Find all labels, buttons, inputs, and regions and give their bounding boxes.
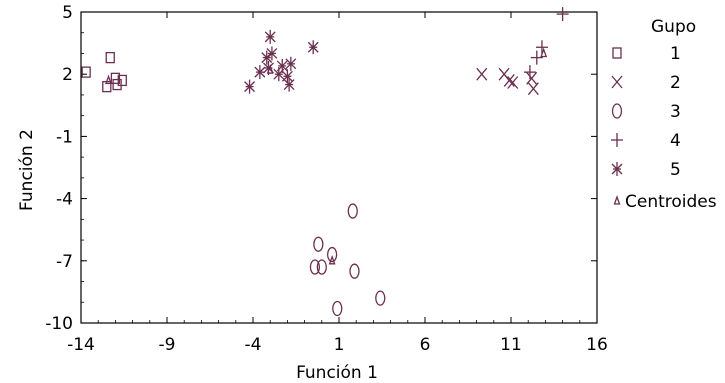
y-tick-label: -10 — [45, 314, 73, 334]
series-2 — [476, 67, 539, 96]
data-point-asterisk — [285, 56, 297, 71]
data-point-plus — [556, 7, 569, 22]
data-point-x — [527, 82, 539, 96]
series-4 — [523, 7, 569, 80]
data-point-asterisk — [307, 40, 319, 55]
legend-label: 1 — [670, 44, 681, 64]
y-tick-label: 2 — [62, 65, 73, 85]
data-point-plus — [535, 40, 548, 55]
data-point-ellipse — [349, 263, 360, 279]
legend-marker — [611, 133, 623, 147]
x-tick-label: -4 — [245, 335, 262, 355]
data-point-x — [503, 74, 515, 87]
legend-label: 2 — [670, 73, 681, 93]
data-point-ellipse — [313, 236, 324, 252]
legend-entry: 1 — [612, 44, 681, 64]
data-point-triangle — [328, 254, 336, 265]
data-point-x — [507, 76, 519, 89]
data-point-ellipse — [309, 259, 321, 275]
data-point-ellipse — [332, 300, 343, 317]
data-point-triangle — [540, 47, 548, 58]
legend-marker — [612, 47, 622, 59]
series-5 — [244, 29, 319, 94]
data-point-asterisk — [281, 69, 293, 84]
y-tick-label: -1 — [56, 127, 73, 147]
legend-marker — [611, 162, 623, 176]
data-point-square — [117, 74, 127, 87]
x-tick-label: -9 — [159, 335, 176, 355]
data-point-x — [476, 67, 488, 81]
data-point-triangle — [266, 64, 274, 74]
data-point-plus — [523, 65, 536, 80]
data-point-square — [81, 66, 91, 78]
plot-border — [80, 11, 598, 324]
y-axis: 5 2 -1 -4 -7 -10 — [45, 3, 597, 334]
data-point-square — [110, 72, 121, 84]
data-point-plus — [530, 50, 543, 65]
legend-label: 5 — [670, 160, 681, 180]
series-3 — [309, 203, 386, 317]
legend-label: Centroides — [625, 192, 717, 212]
data-point-asterisk — [244, 79, 256, 94]
data-point-square — [112, 78, 122, 91]
plot-frame — [80, 11, 598, 324]
legend-entry: 5 — [611, 160, 681, 180]
legend-title: Gupo — [651, 17, 696, 37]
x-tick-label: 1 — [334, 335, 345, 355]
x-tick-label: 11 — [500, 335, 522, 355]
y-tick-label: -7 — [56, 252, 73, 272]
data-point-ellipse — [347, 203, 358, 219]
legend-marker — [611, 75, 623, 89]
legend: Gupo 1 2 3 4 5 Centroides — [611, 17, 717, 212]
x-tick-label: 6 — [420, 335, 431, 355]
x-tick-label: 16 — [586, 335, 608, 355]
legend-marker — [613, 195, 621, 205]
data-point-asterisk — [283, 77, 295, 92]
legend-label: 3 — [670, 102, 681, 122]
x-tick-label: -14 — [67, 335, 95, 355]
data-point-asterisk — [254, 65, 266, 80]
legend-entry: 2 — [611, 73, 681, 93]
x-axis-title: Función 1 — [296, 363, 378, 383]
y-axis-title: Función 2 — [17, 129, 37, 211]
legend-entry: 3 — [611, 102, 681, 122]
series-centroides — [105, 47, 548, 265]
data-point-asterisk — [266, 46, 278, 61]
y-tick-label: -4 — [56, 190, 73, 210]
data-point-asterisk — [261, 50, 273, 65]
legend-marker — [611, 103, 623, 119]
data-point-ellipse — [326, 246, 338, 263]
legend-entry: Centroides — [613, 192, 717, 212]
data-point-asterisk — [264, 29, 276, 44]
series-1 — [81, 51, 127, 93]
data-points — [81, 7, 569, 317]
data-point-x — [526, 71, 538, 85]
data-point-ellipse — [316, 259, 327, 275]
data-point-triangle — [105, 74, 112, 85]
legend-entry: 4 — [611, 131, 681, 151]
data-point-ellipse — [375, 290, 386, 306]
legend-label: 4 — [670, 131, 681, 151]
data-point-asterisk — [273, 67, 285, 82]
data-point-square — [105, 51, 115, 64]
x-axis: -14 -9 -4 1 6 11 16 — [67, 12, 608, 355]
y-tick-label: 5 — [62, 3, 73, 23]
